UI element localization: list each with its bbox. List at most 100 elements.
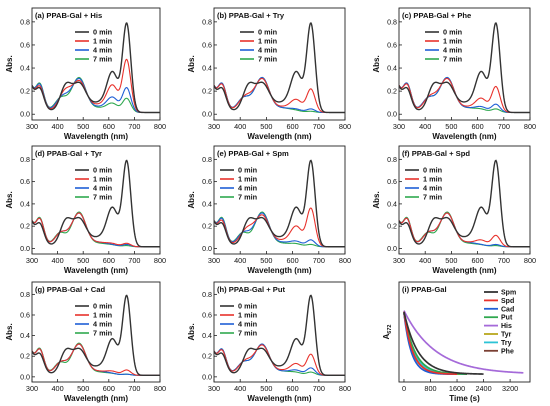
y-tick-label: 0.6: [387, 178, 397, 186]
x-tick-label: 600: [287, 256, 299, 265]
x-tick-label: 500: [445, 122, 457, 131]
x-tick-label: 700: [313, 122, 325, 131]
series-line-Spm: [403, 311, 484, 375]
y-tick-label: 0.4: [20, 200, 30, 208]
legend-label: Tyr: [501, 332, 512, 339]
x-tick-label: 1600: [449, 384, 465, 393]
legend-label: 0 min: [93, 166, 112, 175]
panel-title: (a) PPAB-Gal + His: [35, 11, 102, 20]
y-tick-label: 0.2: [202, 353, 212, 361]
y-tick-label: 0.4: [20, 332, 30, 340]
y-tick-label: 0.8: [20, 18, 30, 26]
plot-frame: [31, 7, 161, 121]
plot-frame: [31, 145, 161, 255]
y-tick-label: 0.8: [202, 291, 212, 299]
x-tick-label: 400: [52, 256, 64, 265]
x-tick-label: 0: [402, 384, 406, 393]
x-tick-label: 500: [77, 256, 89, 265]
panel-title: (d) PPAB-Gal + Tyr: [35, 149, 102, 158]
legend-label: His: [501, 323, 512, 330]
legend-label: 4 min: [93, 320, 112, 329]
x-tick-label: 500: [77, 122, 89, 131]
plot-frame: [213, 145, 346, 255]
y-tick-label: 0.6: [202, 41, 212, 49]
x-tick-label: 300: [26, 256, 38, 265]
x-tick-label: 300: [26, 122, 38, 131]
series-line-0-min: [32, 22, 160, 114]
plot-area: [214, 22, 345, 114]
legend-label: 4 min: [423, 184, 442, 193]
panel-title: (h) PPAB-Gal + Put: [217, 285, 285, 294]
series-line-1-min: [399, 77, 530, 114]
legend-label: 4 min: [238, 320, 257, 329]
plot-area: [403, 310, 524, 376]
legend-label: 7 min: [423, 193, 442, 202]
legend-label: 7 min: [93, 55, 112, 64]
x-tick-label: 3200: [502, 384, 518, 393]
y-tick-label: 0.6: [20, 41, 30, 49]
y-tick-label: 0.8: [20, 291, 30, 299]
plot-area: [32, 22, 160, 114]
x-tick-label: 800: [424, 384, 436, 393]
y-tick-label: 0.6: [387, 41, 397, 49]
panel-i: 0 800 1600 2400 3200 Time (s) A672 (i) PPAB-Gal…: [382, 281, 531, 403]
plot-area: [399, 22, 530, 114]
y-axis-label: Abs.: [372, 191, 381, 208]
y-tick-label: 0.4: [202, 65, 212, 73]
x-tick-label: 300: [208, 384, 220, 393]
plot-area: [399, 159, 530, 248]
y-tick-label: 0.4: [202, 332, 212, 340]
x-tick-label: 600: [103, 256, 115, 265]
series-line-Spd: [403, 311, 458, 375]
legend-label: 1 min: [93, 175, 112, 184]
x-tick-label: 400: [52, 122, 64, 131]
panel-g: 300 400 500 600 700 800 0.0 0.2 0.4 0.6 0.8 Wavelen…: [5, 281, 166, 403]
plot-frame: [398, 281, 531, 383]
x-axis-label: Wavelength (nm): [247, 132, 311, 141]
y-tick-label: 0.0: [20, 111, 30, 119]
x-tick-label: 600: [472, 256, 484, 265]
x-tick-label: 400: [419, 256, 431, 265]
y-tick-label: 0.6: [20, 178, 30, 186]
x-tick-label: 700: [498, 122, 510, 131]
y-axis-label: Abs.: [187, 191, 196, 208]
series-line-4-min: [214, 212, 345, 248]
legend-label: 4 min: [238, 184, 257, 193]
y-tick-label: 0.6: [202, 178, 212, 186]
panel-title: (b) PPAB-Gal + Try: [217, 11, 285, 20]
legend-label: Try: [501, 340, 512, 347]
legend-label: 4 min: [258, 46, 277, 55]
x-tick-label: 2400: [475, 384, 491, 393]
legend-label: 7 min: [93, 193, 112, 202]
series-line-1-min: [399, 212, 530, 248]
x-axis-label: Wavelength (nm): [247, 266, 311, 275]
x-axis-label: Time (s): [449, 394, 480, 403]
series-line-1-min: [214, 344, 345, 376]
legend-label: Put: [501, 315, 513, 322]
y-tick-label: 0.0: [387, 111, 397, 119]
legend-label: 1 min: [238, 311, 257, 320]
legend-label: 7 min: [93, 329, 112, 338]
legend-label: 4 min: [93, 46, 112, 55]
x-tick-label: 600: [472, 122, 484, 131]
x-axis-label: Wavelength (nm): [432, 132, 496, 141]
plot-frame: [213, 281, 346, 383]
x-tick-label: 400: [234, 256, 246, 265]
legend-label: 7 min: [238, 329, 257, 338]
plot-area: [214, 159, 345, 248]
y-tick-label: 0.8: [20, 156, 30, 164]
x-axis-label: Wavelength (nm): [64, 132, 128, 141]
panel-d: 300 400 500 600 700 800 0.0 0.2 0.4 0.6 0.8 Wavelen…: [5, 145, 166, 275]
series-line-4-min: [32, 77, 160, 114]
legend-label: Spd: [501, 298, 514, 305]
panel-b: 300 400 500 600 700 800 0.0 0.2 0.4 0.6 0.8 Wavelen…: [187, 7, 351, 141]
y-tick-label: 0.6: [202, 311, 212, 319]
series-line-1-min: [214, 77, 345, 114]
x-tick-label: 300: [208, 256, 220, 265]
x-tick-label: 700: [128, 256, 140, 265]
series-line-0-min: [32, 159, 160, 248]
legend-label: 0 min: [423, 166, 442, 175]
legend-label: 1 min: [238, 175, 257, 184]
panel-title: (e) PPAB-Gal + Spm: [217, 149, 289, 158]
panel-title: (g) PPAB-Gal + Cad: [35, 285, 105, 294]
